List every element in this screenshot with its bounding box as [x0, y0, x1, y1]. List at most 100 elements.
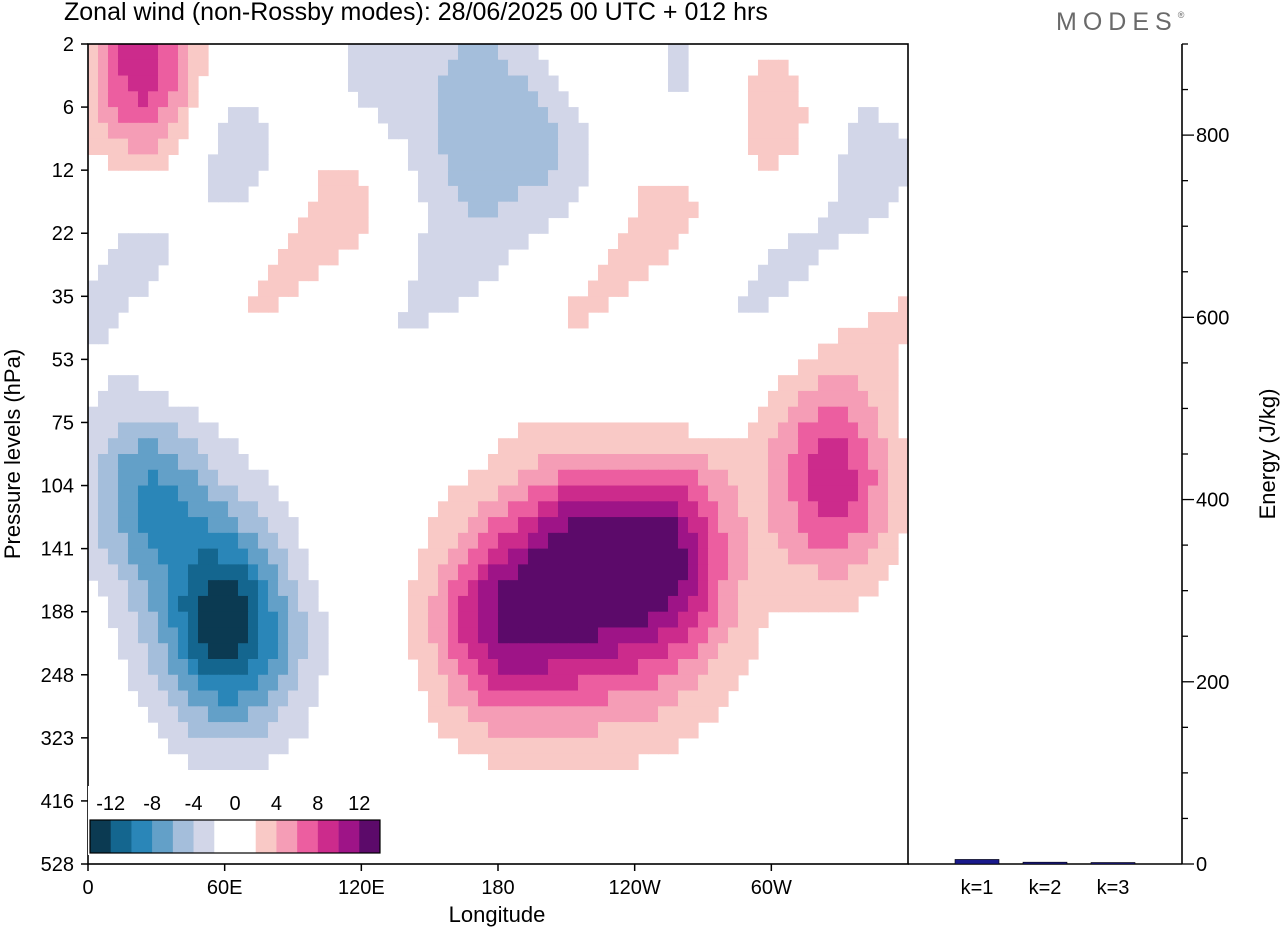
heatmap-cell — [738, 580, 749, 597]
heatmap-cell — [258, 122, 269, 140]
heatmap-cell — [188, 659, 199, 676]
heatmap-cell — [508, 659, 519, 676]
heatmap-cell — [118, 438, 129, 455]
heatmap-cell — [888, 548, 899, 565]
brand-logo: MODES® — [1056, 8, 1184, 37]
heatmap-cell — [518, 564, 529, 581]
heatmap-cell — [598, 501, 609, 518]
heatmap-cell — [208, 674, 219, 692]
heatmap-cell — [118, 422, 129, 439]
heatmap-cell — [458, 154, 469, 171]
heatmap-cell — [588, 674, 599, 692]
heatmap-cell — [518, 422, 529, 439]
heatmap-cell — [458, 91, 469, 108]
heatmap-cell — [738, 501, 749, 518]
heatmap-cell — [528, 627, 539, 644]
heatmap-cell — [148, 44, 159, 61]
heatmap-cell — [148, 595, 159, 613]
heatmap-cell — [158, 390, 169, 408]
heatmap-cell — [148, 390, 159, 408]
heatmap-cell — [858, 359, 869, 376]
heatmap-cell — [848, 501, 859, 518]
heatmap-cell — [518, 722, 529, 739]
heatmap-cell — [548, 122, 559, 140]
heatmap-cell — [278, 706, 289, 723]
heatmap-cell — [298, 233, 309, 250]
heatmap-cell — [598, 706, 609, 723]
heatmap-cell — [88, 501, 99, 518]
heatmap-cell — [748, 107, 759, 124]
heatmap-cell — [388, 91, 399, 108]
energy-axis-label: Energy (J/kg) — [1255, 389, 1280, 520]
heatmap-cell — [88, 280, 99, 297]
heatmap-cell — [818, 390, 829, 408]
colorbar-label: 0 — [229, 793, 240, 815]
heatmap-cell — [178, 75, 189, 92]
heatmap-cell — [508, 627, 519, 644]
heatmap-cell — [688, 438, 699, 455]
heatmap-cell — [638, 548, 649, 565]
heatmap-cell — [628, 454, 639, 471]
heatmap-cell — [498, 737, 509, 755]
heatmap-cell — [218, 627, 229, 644]
heatmap-cell — [898, 154, 908, 171]
heatmap-cell — [468, 44, 479, 61]
heatmap-cell — [828, 343, 839, 360]
heatmap-cell — [268, 643, 279, 660]
heatmap-cell — [618, 564, 629, 581]
heatmap-cell — [798, 249, 809, 266]
heatmap-cell — [868, 517, 879, 534]
heatmap-cell — [518, 485, 529, 502]
heatmap-cell — [478, 264, 489, 282]
heatmap-cell — [888, 185, 899, 203]
heatmap-cell — [138, 595, 149, 613]
heatmap-cell — [508, 44, 519, 61]
heatmap-cell — [698, 627, 709, 644]
heatmap-cell — [738, 548, 749, 565]
heatmap-cell — [448, 264, 459, 282]
heatmap-cell — [88, 91, 99, 108]
heatmap-cell — [488, 706, 499, 723]
heatmap-cell — [518, 501, 529, 518]
heatmap-cell — [348, 217, 359, 234]
heatmap-cell — [168, 611, 179, 629]
heatmap-cell — [428, 75, 439, 92]
heatmap-cell — [848, 595, 859, 613]
heatmap-cell — [628, 674, 639, 692]
heatmap-cell — [468, 170, 479, 187]
heatmap-cell — [128, 422, 139, 439]
heatmap-cell — [578, 706, 589, 723]
heatmap-cell — [248, 501, 259, 518]
heatmap-cell — [868, 438, 879, 455]
heatmap-cell — [838, 485, 849, 502]
heatmap-cell — [448, 517, 459, 534]
heatmap-cell — [558, 564, 569, 581]
heatmap-cell — [688, 532, 699, 550]
heatmap-cell — [738, 438, 749, 455]
heatmap-cell — [818, 343, 829, 360]
heatmap-cell — [428, 201, 439, 219]
heatmap-cell — [188, 722, 199, 739]
heatmap-cell — [718, 454, 729, 471]
heatmap-cell — [868, 327, 879, 345]
heatmap-cell — [428, 233, 439, 250]
heatmap-cell — [678, 611, 689, 629]
heatmap-cell — [98, 59, 109, 77]
heatmap-cell — [868, 564, 879, 581]
heatmap-cell — [828, 217, 839, 234]
heatmap-cell — [348, 44, 359, 61]
heatmap-cell — [128, 44, 139, 61]
heatmap-cell — [278, 249, 289, 266]
heatmap-cell — [238, 659, 249, 676]
heatmap-cell — [878, 454, 889, 471]
heatmap-cell — [468, 674, 479, 692]
heatmap-cell — [408, 44, 419, 61]
heatmap-cell — [878, 185, 889, 203]
heatmap-cell — [758, 422, 769, 439]
heatmap-cell — [158, 422, 169, 439]
heatmap-cell — [208, 469, 219, 487]
heatmap-cell — [218, 532, 229, 550]
heatmap-cell — [708, 690, 719, 707]
heatmap-cell — [668, 217, 679, 234]
heatmap-cell — [138, 44, 149, 61]
